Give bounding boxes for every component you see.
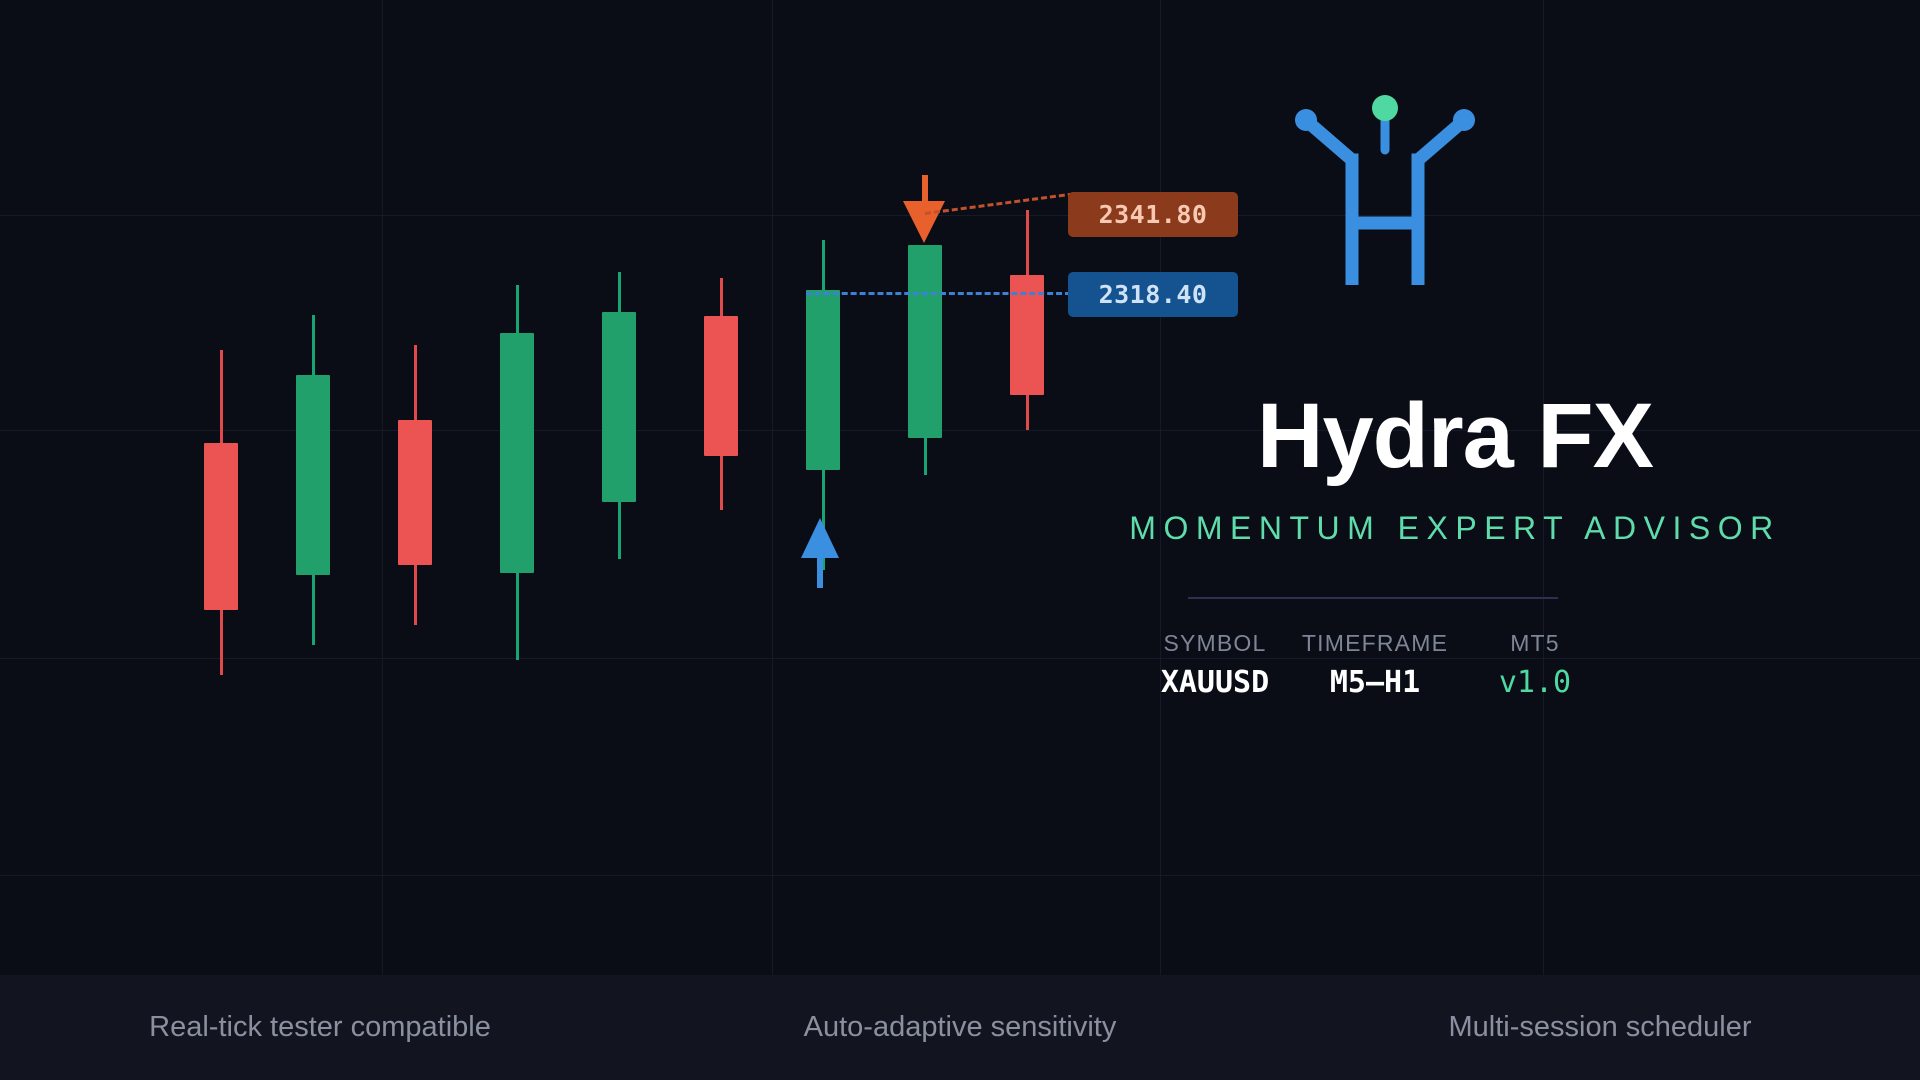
candle-body	[500, 333, 534, 573]
meta-value-version: v1.0	[1498, 665, 1572, 700]
arrow-stem	[922, 175, 928, 205]
grid-line-horizontal	[0, 658, 1920, 659]
feature-item: Auto-adaptive sensitivity	[803, 1011, 1117, 1043]
arrow-down-sell-icon	[903, 175, 947, 245]
sell-price-value: 2341.80	[1098, 200, 1208, 229]
candle-body	[602, 312, 636, 502]
candle-body	[296, 375, 330, 575]
grid-line-vertical	[1543, 0, 1544, 975]
arrow-up-buy-icon	[801, 518, 839, 588]
grid-line-vertical	[772, 0, 773, 975]
brand-divider	[1188, 597, 1558, 599]
grid-line-vertical	[1160, 0, 1161, 975]
candle-body	[398, 420, 432, 565]
hydra-logo-icon	[1280, 80, 1480, 287]
buy-level-line	[806, 292, 1071, 295]
candle-body	[704, 316, 738, 456]
candle-8	[908, 245, 942, 475]
candle-4	[500, 285, 534, 660]
candle-body	[1010, 275, 1044, 395]
candle-5	[602, 272, 636, 559]
grid-line-horizontal	[0, 215, 1920, 216]
feature-item: Real-tick tester compatible	[149, 1011, 491, 1043]
meta-table: SYMBOL TIMEFRAME MT5 XAUUSD M5–H1 v1.0	[1135, 630, 1615, 700]
candle-7	[806, 240, 840, 570]
brand-title: Hydra FX	[1257, 385, 1654, 487]
candle-1	[204, 350, 238, 675]
feature-strip: Real-tick tester compatible Auto-adaptiv…	[0, 975, 1920, 1080]
arrow-head	[801, 518, 839, 558]
grid-line-vertical	[382, 0, 383, 975]
meta-value-timeframe: M5–H1	[1329, 665, 1421, 700]
arrow-stem	[817, 558, 823, 588]
candle-body	[204, 443, 238, 610]
arrow-head	[903, 201, 945, 243]
brand-subtitle: MOMENTUM EXPERT ADVISOR	[1129, 510, 1781, 546]
meta-label-timeframe: TIMEFRAME	[1301, 630, 1449, 656]
meta-label-symbol: SYMBOL	[1163, 630, 1267, 656]
grid-line-horizontal	[0, 430, 1920, 431]
buy-price-tag[interactable]: 2318.40	[1068, 272, 1238, 317]
candle-2	[296, 315, 330, 645]
buy-price-value: 2318.40	[1098, 280, 1208, 309]
candle-6	[704, 278, 738, 510]
feature-item: Multi-session scheduler	[1448, 1011, 1752, 1043]
candle-9	[1010, 210, 1044, 430]
candle-body	[908, 245, 942, 438]
candle-body	[806, 290, 840, 470]
meta-label-platform: MT5	[1510, 630, 1560, 656]
candle-3	[398, 345, 432, 625]
grid-line-horizontal	[0, 875, 1920, 876]
sell-price-tag[interactable]: 2341.80	[1068, 192, 1238, 237]
meta-value-symbol: XAUUSD	[1160, 665, 1270, 700]
